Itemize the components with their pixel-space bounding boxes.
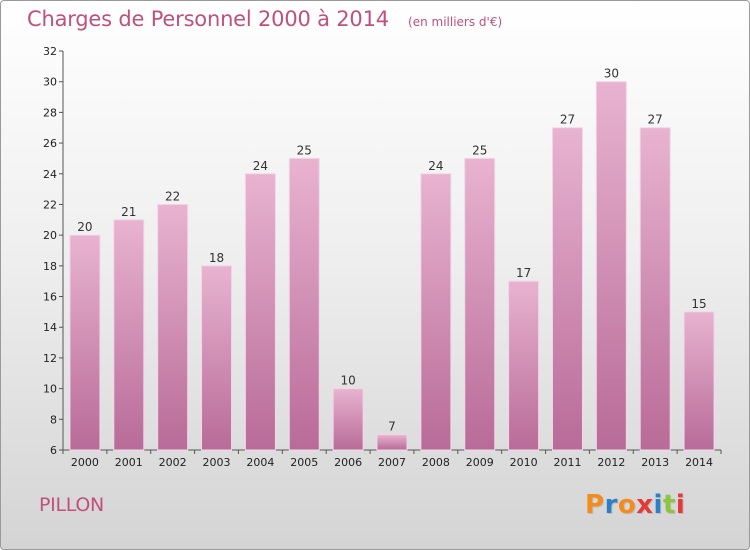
bar bbox=[420, 173, 452, 451]
chart-subtitle: (en milliers d'€) bbox=[408, 15, 503, 29]
logo-letter: i bbox=[653, 490, 663, 520]
x-tick-label: 2002 bbox=[159, 456, 187, 469]
y-tick-label: 28 bbox=[43, 106, 57, 119]
x-tick-label: 2013 bbox=[641, 456, 669, 469]
x-tick-label: 2009 bbox=[466, 456, 494, 469]
y-tick-label: 8 bbox=[50, 413, 57, 426]
bar bbox=[244, 173, 276, 451]
commune-name: PILLON bbox=[39, 494, 104, 516]
y-tick-label: 32 bbox=[43, 45, 57, 58]
data-label: 27 bbox=[560, 113, 575, 127]
data-label: 22 bbox=[165, 189, 180, 203]
x-tick-label: 2006 bbox=[334, 456, 362, 469]
y-tick-label: 18 bbox=[43, 260, 57, 273]
data-label: 27 bbox=[648, 113, 663, 127]
data-label: 15 bbox=[691, 297, 706, 311]
logo-letter: o bbox=[617, 490, 637, 520]
y-tick-label: 14 bbox=[43, 321, 57, 334]
logo-letter: x bbox=[636, 490, 654, 520]
bar bbox=[595, 81, 627, 451]
bar bbox=[69, 234, 101, 451]
data-label: 24 bbox=[253, 159, 268, 173]
y-tick-label: 16 bbox=[43, 291, 57, 304]
x-tick-label: 2003 bbox=[203, 456, 231, 469]
bar bbox=[464, 157, 496, 451]
x-tick-label: 2010 bbox=[510, 456, 538, 469]
x-tick-label: 2000 bbox=[71, 456, 99, 469]
x-tick-label: 2011 bbox=[553, 456, 581, 469]
bar bbox=[288, 157, 320, 451]
data-label: 25 bbox=[472, 143, 487, 157]
bar bbox=[376, 434, 408, 451]
x-tick-label: 2004 bbox=[246, 456, 274, 469]
y-tick-label: 20 bbox=[43, 229, 57, 242]
y-tick-label: 22 bbox=[43, 198, 57, 211]
x-tick-label: 2005 bbox=[290, 456, 318, 469]
y-tick-label: 26 bbox=[43, 137, 57, 150]
bar bbox=[157, 203, 189, 451]
data-label: 10 bbox=[340, 374, 355, 388]
x-tick-label: 2008 bbox=[422, 456, 450, 469]
logo-letter: r bbox=[604, 490, 618, 520]
data-label: 20 bbox=[77, 220, 92, 234]
y-tick-label: 12 bbox=[43, 352, 57, 365]
logo-letter: i bbox=[675, 490, 686, 520]
logo-letter: t bbox=[662, 490, 676, 520]
bar bbox=[639, 127, 671, 451]
y-tick-label: 24 bbox=[43, 168, 57, 181]
data-label: 25 bbox=[297, 143, 312, 157]
y-tick-label: 10 bbox=[43, 383, 57, 396]
logo-letter: P bbox=[585, 490, 605, 520]
y-tick-label: 30 bbox=[43, 76, 57, 89]
data-label: 17 bbox=[516, 266, 531, 280]
y-tick-label: 6 bbox=[50, 444, 57, 457]
x-tick-label: 2001 bbox=[115, 456, 143, 469]
x-tick-label: 2007 bbox=[378, 456, 406, 469]
bar bbox=[332, 388, 364, 451]
chart-title: Charges de Personnel 2000 à 2014 bbox=[27, 7, 389, 31]
x-tick-label: 2012 bbox=[597, 456, 625, 469]
bar bbox=[551, 127, 583, 451]
bar bbox=[113, 219, 145, 451]
data-label: 30 bbox=[604, 67, 619, 81]
title-row: Charges de Personnel 2000 à 2014 (en mil… bbox=[27, 7, 502, 31]
data-label: 18 bbox=[209, 251, 224, 265]
data-labels: 20 21 22 18 24 25 10 7 24 25 17 27 30 27 15 bbox=[77, 67, 706, 434]
bar bbox=[508, 280, 540, 451]
x-tick-label: 2014 bbox=[685, 456, 713, 469]
data-label: 21 bbox=[121, 205, 136, 219]
axes: 6 8 10 12 14 16 18 20 22 24 26 28 30 32 2000 2001 2002 20… bbox=[43, 45, 722, 469]
data-label: 24 bbox=[428, 159, 443, 173]
bar bbox=[683, 311, 715, 451]
data-label: 7 bbox=[388, 420, 396, 434]
bars bbox=[69, 81, 715, 451]
proxiti-logo: Proxiti bbox=[585, 490, 685, 520]
bar bbox=[201, 265, 233, 451]
